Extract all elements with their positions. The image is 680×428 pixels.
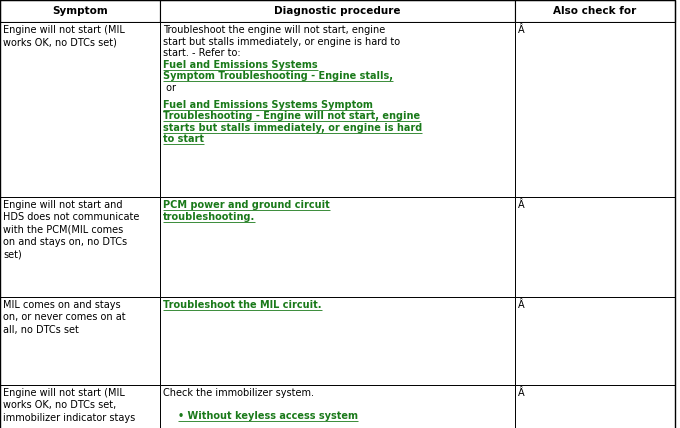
- Text: Â: Â: [518, 200, 525, 210]
- Text: Fuel and Emissions Systems: Fuel and Emissions Systems: [163, 59, 318, 69]
- Text: Engine will not start (MIL
works OK, no DTCs set,
immobilizer indicator stays: Engine will not start (MIL works OK, no …: [3, 388, 135, 423]
- Bar: [515, 297, 675, 385]
- Text: Engine will not start and
HDS does not communicate
with the PCM(MIL comes
on and: Engine will not start and HDS does not c…: [3, 200, 139, 260]
- Bar: [160, 22, 515, 197]
- Bar: [0, 197, 160, 297]
- Bar: [0, 0, 160, 22]
- Bar: [160, 385, 515, 428]
- Text: Fuel and Emissions Systems Symptom: Fuel and Emissions Systems Symptom: [163, 100, 373, 110]
- Text: Troubleshooting - Engine will not start, engine: Troubleshooting - Engine will not start,…: [163, 111, 420, 121]
- Text: troubleshooting.: troubleshooting.: [163, 211, 255, 222]
- Bar: [515, 0, 675, 22]
- Bar: [515, 385, 675, 428]
- Text: or: or: [163, 83, 176, 92]
- Bar: [160, 297, 515, 385]
- Text: Check the immobilizer system.: Check the immobilizer system.: [163, 388, 314, 398]
- Text: Troubleshoot the engine will not start, engine: Troubleshoot the engine will not start, …: [163, 25, 386, 35]
- Bar: [515, 197, 675, 297]
- Bar: [0, 385, 160, 428]
- Text: start. - Refer to:: start. - Refer to:: [163, 48, 243, 58]
- Text: Troubleshoot the MIL circuit.: Troubleshoot the MIL circuit.: [163, 300, 322, 310]
- Text: Symptom Troubleshooting - Engine stalls,: Symptom Troubleshooting - Engine stalls,: [163, 71, 393, 81]
- Bar: [0, 22, 160, 197]
- Text: Â: Â: [518, 388, 525, 398]
- Bar: [160, 197, 515, 297]
- Bar: [0, 297, 160, 385]
- Text: • Without keyless access system: • Without keyless access system: [178, 411, 358, 421]
- Text: Also check for: Also check for: [554, 6, 636, 16]
- Text: MIL comes on and stays
on, or never comes on at
all, no DTCs set: MIL comes on and stays on, or never come…: [3, 300, 126, 335]
- Text: Symptom: Symptom: [52, 6, 108, 16]
- Text: Diagnostic procedure: Diagnostic procedure: [274, 6, 401, 16]
- Text: to start: to start: [163, 134, 204, 144]
- Bar: [160, 0, 515, 22]
- Text: starts but stalls immediately, or engine is hard: starts but stalls immediately, or engine…: [163, 123, 422, 133]
- Text: PCM power and ground circuit: PCM power and ground circuit: [163, 200, 330, 210]
- Text: Engine will not start (MIL
works OK, no DTCs set): Engine will not start (MIL works OK, no …: [3, 25, 125, 48]
- Bar: [515, 22, 675, 197]
- Text: Â: Â: [518, 300, 525, 310]
- Text: Â: Â: [518, 25, 525, 35]
- Text: start but stalls immediately, or engine is hard to: start but stalls immediately, or engine …: [163, 36, 400, 47]
